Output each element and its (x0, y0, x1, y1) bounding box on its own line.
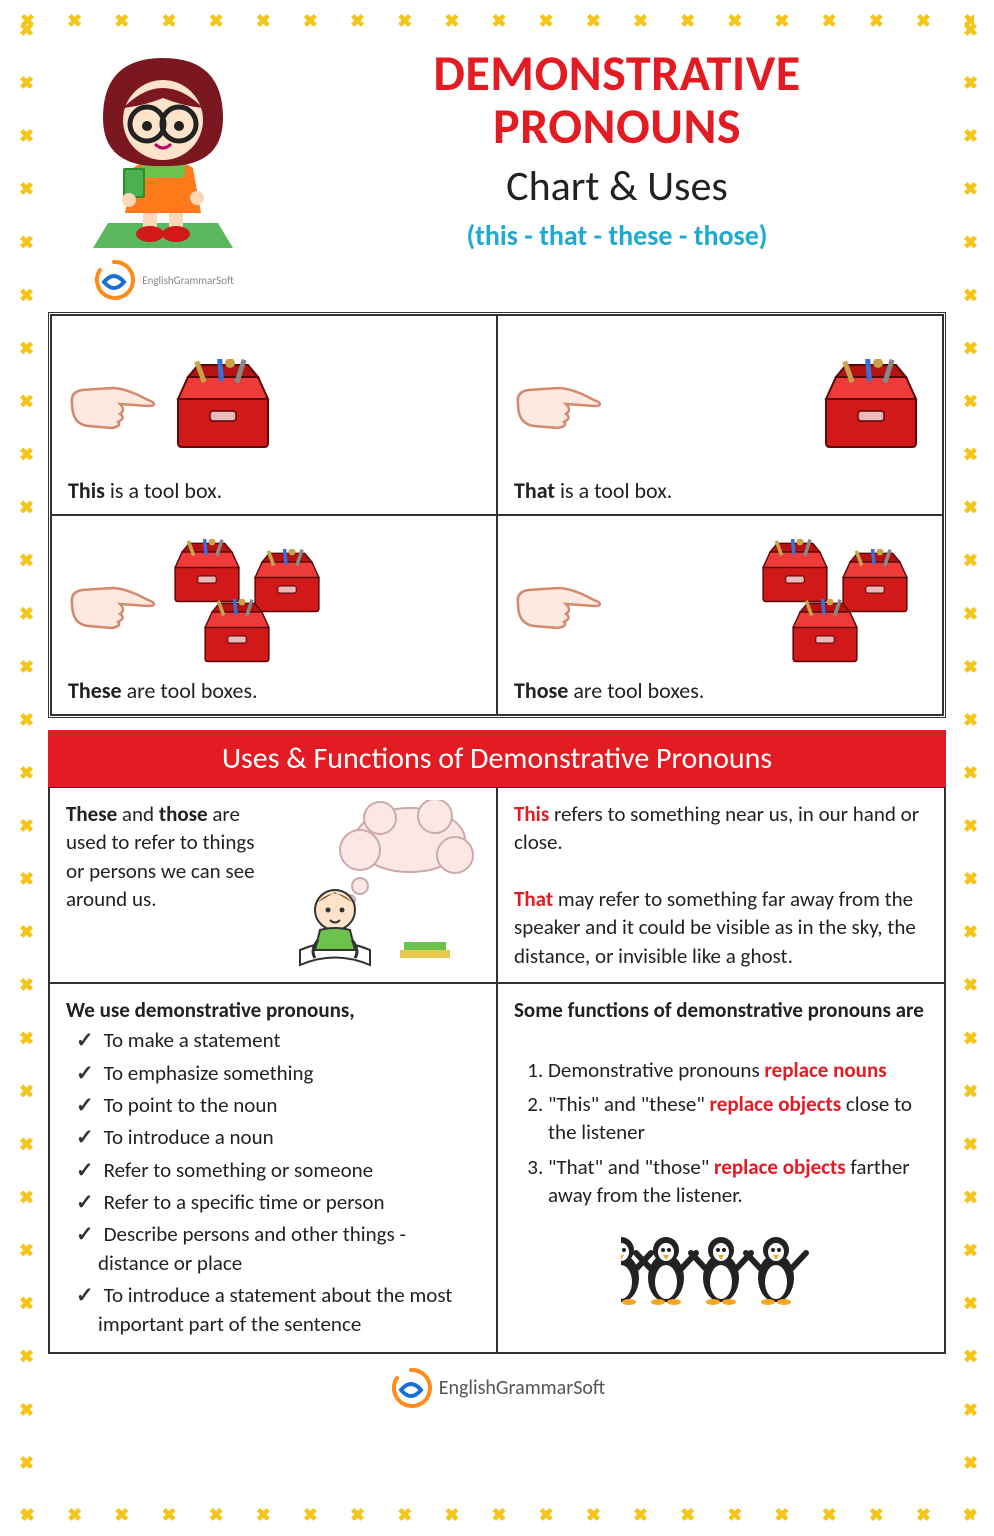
mascot-column: EnglishGrammarSoft (48, 48, 278, 302)
pronoun-list: (this - that - these - those) (288, 218, 946, 253)
example-caption: Those are tool boxes. (514, 677, 926, 704)
penguins-icon (621, 1218, 821, 1308)
uses-this-that: This refers to something near us, in our… (497, 787, 945, 983)
functions-list: Some functions of demonstrative pronouns… (497, 983, 945, 1353)
footer-brand-text: EnglishGrammarSoft (439, 1376, 606, 1400)
example-this: This is a tool box. (51, 315, 497, 515)
title-column: DEMONSTRATIVE PRONOUNS Chart & Uses (thi… (288, 48, 946, 302)
function-item: Demonstrative pronouns replace nouns (548, 1053, 928, 1087)
page-content: EnglishGrammarSoft DEMONSTRATIVE PRONOUN… (30, 30, 964, 1428)
uses-these-those-text: These and those are used to refer to thi… (66, 800, 272, 970)
title-line2: PRONOUNS (288, 101, 946, 154)
check-item: To emphasize something (70, 1057, 480, 1089)
border-top: ✖ ✖ ✖ ✖ ✖ ✖ ✖ ✖ ✖ ✖ ✖ ✖ ✖ ✖ ✖ ✖ ✖ ✖ ✖ ✖ … (20, 10, 974, 32)
pointing-hand-icon (514, 574, 604, 634)
footer-brand: EnglishGrammarSoft (48, 1366, 946, 1410)
check-item: To point to the noun (70, 1089, 480, 1121)
pointing-hand-icon (68, 574, 158, 634)
example-that: That is a tool box. (497, 315, 943, 515)
example-caption: These are tool boxes. (68, 677, 480, 704)
example-these: These are tool boxes. (51, 515, 497, 715)
function-item: "That" and "those" replace objects farth… (548, 1150, 928, 1213)
example-caption: This is a tool box. (68, 477, 480, 504)
border-bottom: ✖ ✖ ✖ ✖ ✖ ✖ ✖ ✖ ✖ ✖ ✖ ✖ ✖ ✖ ✖ ✖ ✖ ✖ ✖ ✖ … (20, 1504, 974, 1526)
pointing-hand-icon (514, 374, 604, 434)
check-item: To introduce a statement about the most … (70, 1279, 480, 1340)
uses-grid: These and those are used to refer to thi… (48, 787, 946, 1354)
toolbox-cluster (756, 539, 926, 669)
header: EnglishGrammarSoft DEMONSTRATIVE PRONOUN… (48, 48, 946, 302)
uses-list: We use demonstrative pronouns, To make a… (49, 983, 497, 1353)
subtitle: Chart & Uses (288, 161, 946, 212)
example-those: Those are tool boxes. (497, 515, 943, 715)
check-item: To introduce a noun (70, 1121, 480, 1153)
girl-mascot-icon (73, 48, 253, 258)
thinking-boy-icon (280, 800, 480, 970)
example-caption: That is a tool box. (514, 477, 926, 504)
check-item: To make a statement (70, 1024, 480, 1056)
brand-text-small: EnglishGrammarSoft (142, 274, 234, 287)
uses-these-those: These and those are used to refer to thi… (49, 787, 497, 983)
logo-swirl-icon (92, 258, 136, 302)
check-item: Refer to a specific time or person (70, 1186, 480, 1218)
title-line1: DEMONSTRATIVE (288, 48, 946, 101)
examples-grid: This is a tool box. That is a tool box. … (48, 312, 946, 718)
pointing-hand-icon (68, 374, 158, 434)
toolbox-cluster (168, 539, 338, 669)
logo-swirl-icon (389, 1366, 433, 1410)
toolbox-icon (168, 359, 278, 449)
toolbox-icon (816, 359, 926, 449)
check-item: Refer to something or someone (70, 1154, 480, 1186)
uses-title: Uses & Functions of Demonstrative Pronou… (48, 730, 946, 787)
check-item: Describe persons and other things - dist… (70, 1218, 480, 1279)
brand-logo-small: EnglishGrammarSoft (92, 258, 234, 302)
function-item: "This" and "these" replace objects close… (548, 1087, 928, 1150)
